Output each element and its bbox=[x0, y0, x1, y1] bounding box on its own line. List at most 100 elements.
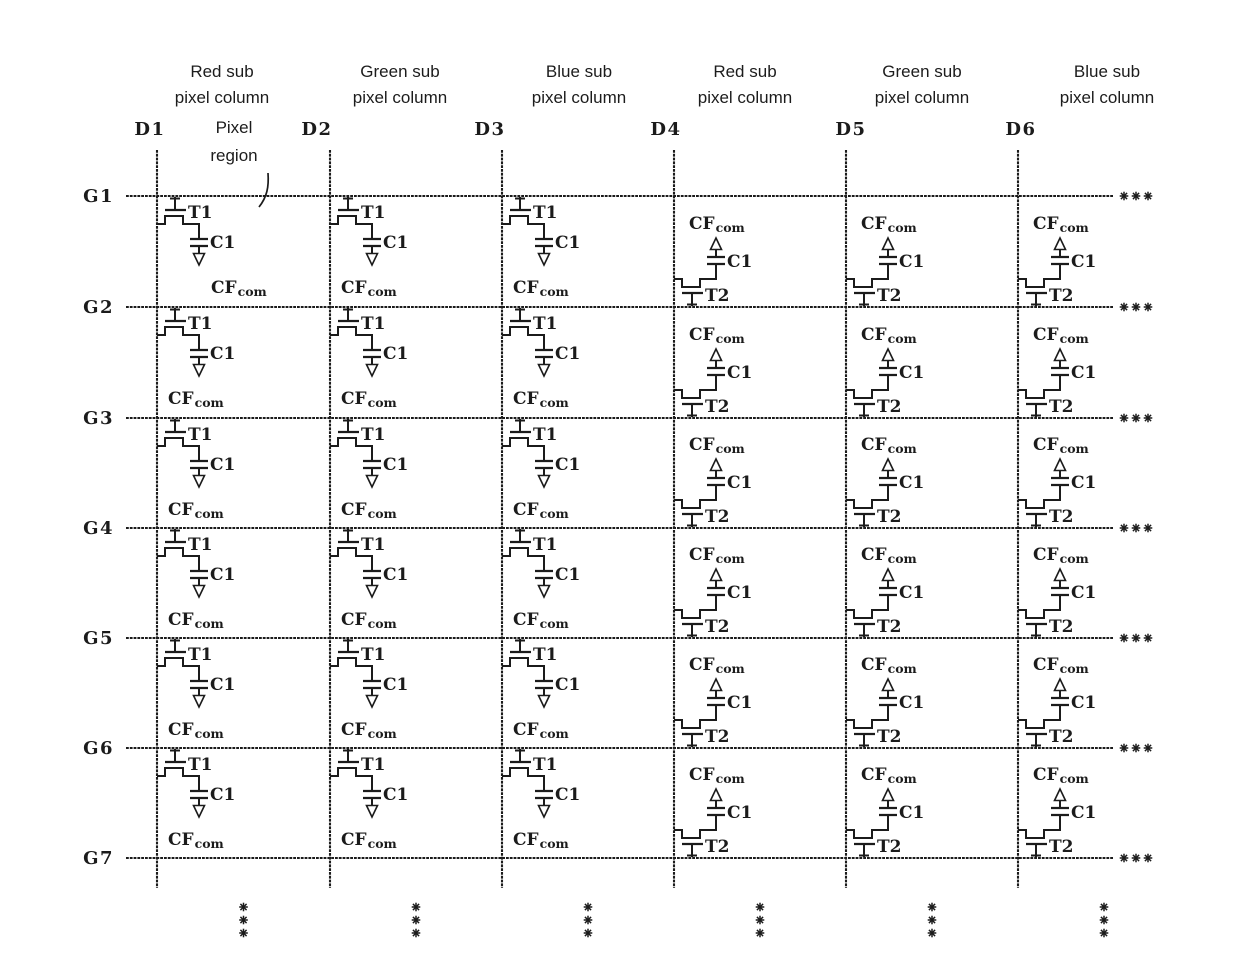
data-line-D3: D3 bbox=[474, 119, 505, 888]
continuation-star-icon bbox=[1143, 191, 1153, 201]
continuation-star-icon bbox=[927, 928, 937, 938]
gate-line-label: G4 bbox=[83, 518, 114, 539]
arrow-down-icon bbox=[192, 804, 206, 819]
arrow-down-icon bbox=[192, 584, 206, 599]
continuation-stars-right-G3 bbox=[1119, 413, 1153, 423]
star-stroke bbox=[1132, 192, 1140, 200]
transistor-label: T1 bbox=[361, 314, 385, 334]
common-electrode-label: CFcom bbox=[689, 545, 745, 566]
common-electrode-label: CFcom bbox=[341, 610, 397, 631]
arrow-up-icon bbox=[881, 457, 895, 472]
tft-channel bbox=[1018, 264, 1061, 288]
common-electrode-label: CFcom bbox=[168, 610, 224, 631]
arrow-down-icon bbox=[365, 474, 379, 489]
transistor-label: T1 bbox=[533, 535, 557, 555]
common-electrode-label: CFcom bbox=[1033, 545, 1089, 566]
capacitor-label: C1 bbox=[555, 233, 580, 253]
arrow-up-icon bbox=[1053, 347, 1067, 362]
continuation-stars-right-G6 bbox=[1119, 743, 1153, 753]
tft-channel bbox=[330, 657, 373, 681]
gate-line-label: G1 bbox=[83, 186, 114, 207]
capacitor-label: C1 bbox=[727, 583, 752, 603]
star-stroke bbox=[1132, 854, 1140, 862]
arrow-down-icon bbox=[365, 804, 379, 819]
common-electrode-label: CFcom bbox=[513, 500, 569, 521]
pixel-cell-row3-col2: T1 C1 CFcom bbox=[330, 419, 408, 521]
pixel-cell-row6-col6: T2 C1 CFcom bbox=[1018, 765, 1096, 857]
tft-channel bbox=[674, 705, 717, 729]
column-header-6: Blue sub pixel column bbox=[1060, 62, 1155, 107]
arrow-up-icon bbox=[1053, 567, 1067, 582]
star-stroke bbox=[928, 903, 936, 911]
pixel-cell-row1-col6: T2 C1 CFcom bbox=[1018, 214, 1096, 306]
capacitor-label: C1 bbox=[383, 785, 408, 805]
arrow-down-icon bbox=[192, 363, 206, 378]
arrow-up-icon bbox=[1053, 787, 1067, 802]
star-stroke bbox=[1132, 524, 1140, 532]
transistor-label: T2 bbox=[1049, 727, 1073, 747]
data-line-label: D3 bbox=[474, 119, 505, 140]
transistor-label: T2 bbox=[705, 286, 729, 306]
star-stroke bbox=[1132, 744, 1140, 752]
arrow-down-icon bbox=[192, 474, 206, 489]
column-header-line1: Blue sub bbox=[1074, 62, 1140, 81]
continuation-stars-bottom-col6 bbox=[1099, 902, 1109, 938]
pixel-cell-row5-col2: T1 C1 CFcom bbox=[330, 639, 408, 741]
capacitor-label: C1 bbox=[727, 363, 752, 383]
data-line-D5: D5 bbox=[835, 119, 866, 888]
continuation-star-icon bbox=[927, 902, 937, 912]
pixel-cell-row4-col3: T1 C1 CFcom bbox=[502, 529, 580, 631]
transistor-label: T2 bbox=[705, 727, 729, 747]
common-electrode-label: CFcom bbox=[341, 278, 397, 299]
gate-line-label: G6 bbox=[83, 738, 114, 759]
star-stroke bbox=[239, 916, 248, 924]
capacitor-label: C1 bbox=[555, 675, 580, 695]
arrow-down-icon bbox=[365, 694, 379, 709]
common-electrode-label: CFcom bbox=[341, 830, 397, 851]
tft-channel bbox=[502, 437, 545, 461]
capacitor-label: C1 bbox=[555, 565, 580, 585]
tft-channel bbox=[157, 326, 200, 350]
capacitor-label: C1 bbox=[727, 693, 752, 713]
tft-channel bbox=[846, 815, 889, 839]
common-electrode-label: CFcom bbox=[689, 214, 745, 235]
transistor-label: T2 bbox=[1049, 286, 1073, 306]
capacitor-label: C1 bbox=[899, 252, 924, 272]
transistor-label: T1 bbox=[188, 645, 212, 665]
tft-channel bbox=[846, 485, 889, 509]
pixel-cell-row3-col5: T2 C1 CFcom bbox=[846, 435, 924, 527]
star-stroke bbox=[1144, 414, 1152, 422]
star-stroke bbox=[1120, 303, 1128, 311]
tft-channel bbox=[674, 485, 717, 509]
pixel-cell-row1-col2: T1 C1 CFcom bbox=[330, 197, 408, 299]
continuation-star-icon bbox=[1131, 743, 1141, 753]
column-header-2: Green sub pixel column bbox=[353, 62, 448, 107]
transistor-label: T1 bbox=[361, 425, 385, 445]
column-header-line1: Green sub bbox=[360, 62, 439, 81]
arrow-down-icon bbox=[192, 694, 206, 709]
continuation-star-icon bbox=[1099, 928, 1109, 938]
tft-channel bbox=[846, 705, 889, 729]
gate-line-label: G5 bbox=[83, 628, 114, 649]
continuation-stars-right-G7 bbox=[1119, 853, 1153, 863]
arrow-up-icon bbox=[709, 567, 723, 582]
transistor-label: T1 bbox=[361, 535, 385, 555]
capacitor-label: C1 bbox=[383, 455, 408, 475]
capacitor-label: C1 bbox=[899, 693, 924, 713]
star-stroke bbox=[1132, 414, 1140, 422]
tft-channel bbox=[157, 547, 200, 571]
data-line-label: D6 bbox=[1005, 119, 1036, 140]
arrow-up-icon bbox=[709, 457, 723, 472]
pixel-region-line2: region bbox=[210, 146, 257, 165]
arrow-down-icon bbox=[365, 252, 379, 267]
arrow-up-icon bbox=[881, 567, 895, 582]
pixel-cell-row2-col4: T2 C1 CFcom bbox=[674, 325, 752, 417]
capacitor-label: C1 bbox=[1071, 363, 1096, 383]
data-line-D6: D6 bbox=[1005, 119, 1036, 888]
transistor-label: T2 bbox=[1049, 837, 1073, 857]
transistor-label: T2 bbox=[1049, 397, 1073, 417]
data-line-label: D5 bbox=[835, 119, 866, 140]
arrow-down-icon bbox=[192, 252, 206, 267]
star-stroke bbox=[1144, 524, 1152, 532]
